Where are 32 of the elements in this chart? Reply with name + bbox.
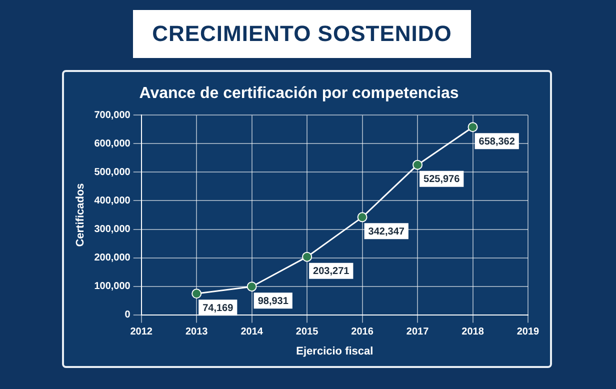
point	[357, 212, 368, 222]
point	[412, 160, 423, 170]
x-axis-title: Ejercicio fiscal	[296, 345, 374, 358]
data-label: 342,347	[368, 226, 405, 238]
y-tick-label: 300,000	[94, 224, 131, 236]
x-tick-label: 2013	[185, 326, 208, 338]
y-tick-label: 600,000	[94, 138, 131, 150]
x-tick-label: 2017	[406, 326, 430, 338]
chart-subtitle: Avance de certificación por competencias	[139, 85, 459, 102]
point	[468, 122, 478, 132]
point	[302, 252, 312, 262]
x-tick-label: 2019	[516, 326, 540, 338]
data-label: 203,271	[313, 266, 350, 278]
x-tick-label: 2018	[462, 326, 484, 338]
y-axis-title: Certificados	[74, 183, 87, 247]
x-tick-label: 2015	[296, 326, 319, 338]
y-tick-label: 100,000	[94, 281, 131, 292]
point	[192, 288, 202, 299]
data-label: 525,976	[424, 174, 460, 186]
x-tick-label: 2014	[240, 326, 264, 338]
data-label: 74,169	[202, 302, 234, 314]
chart-title: CRECIMIENTO SOSTENIDO	[133, 10, 471, 58]
y-tick-label: 0	[124, 310, 131, 321]
y-tick-label: 700,000	[94, 110, 131, 121]
x-tick-label: 2016	[351, 326, 374, 338]
y-tick-label: 500,000	[94, 166, 131, 178]
data-label: 658,362	[478, 136, 516, 148]
data-label: 98,931	[258, 296, 289, 307]
y-tick-label: 400,000	[94, 195, 131, 206]
point	[246, 282, 257, 292]
y-tick-label: 200,000	[94, 252, 131, 264]
x-tick-label: 2012	[130, 326, 153, 338]
